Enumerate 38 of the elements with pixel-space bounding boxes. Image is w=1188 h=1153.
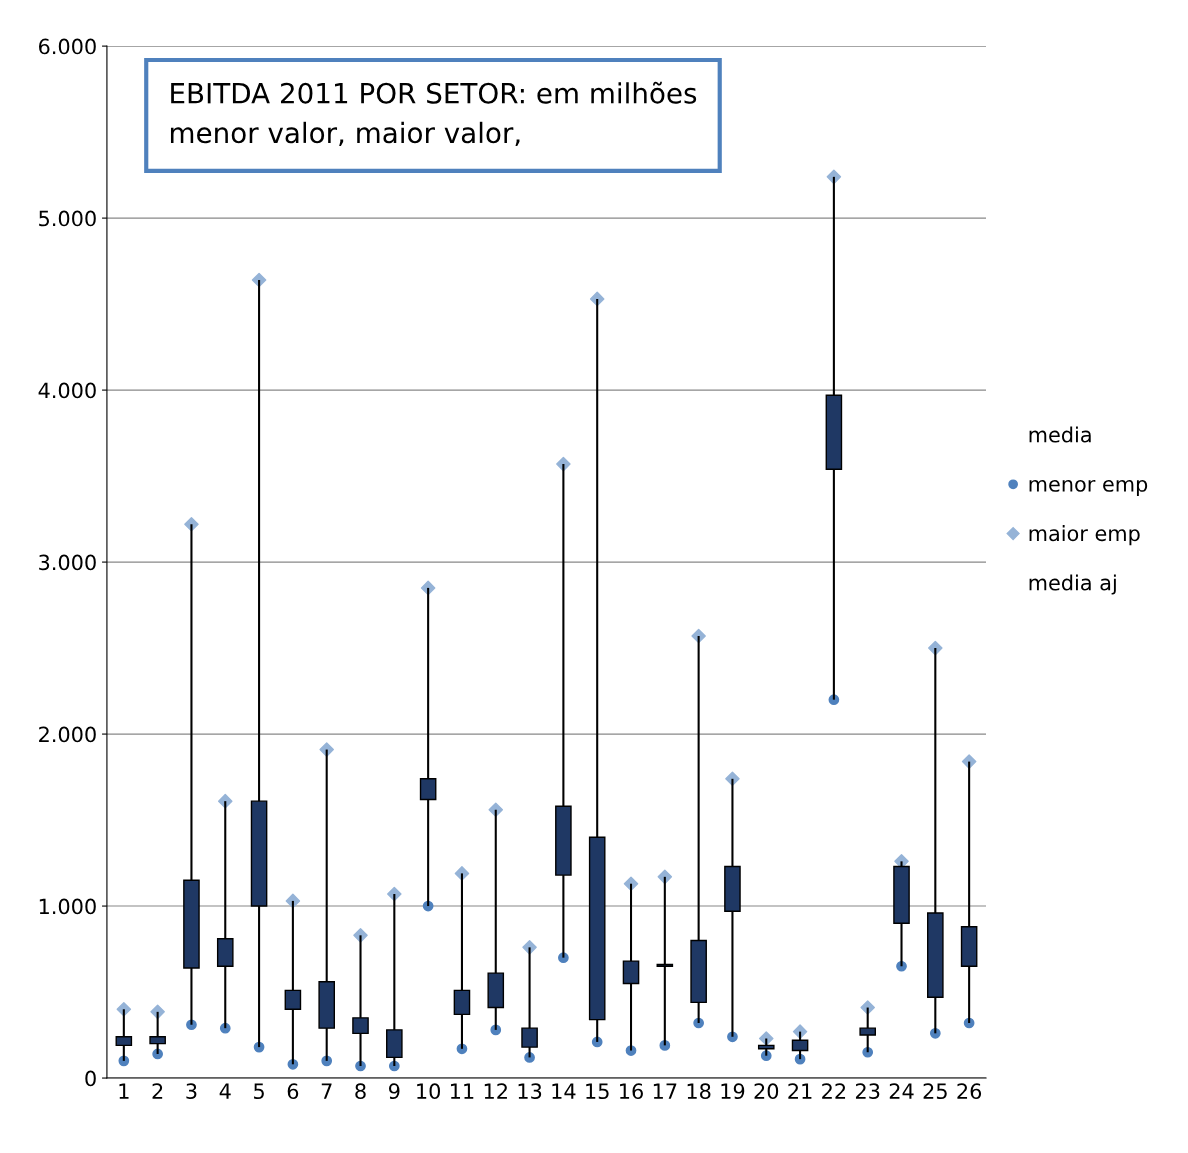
- y-tick-label: 1.000: [39, 898, 96, 915]
- x-tick-label: 22: [822, 1083, 846, 1099]
- x-tick-label: 9: [389, 1083, 400, 1100]
- x-tick-label: 26: [957, 1083, 982, 1100]
- x-tick-label: 2: [152, 1083, 163, 1099]
- x-tick-label: 12: [484, 1083, 507, 1099]
- x-tick-label: 7: [321, 1083, 332, 1099]
- x-tick-label: 24: [889, 1083, 914, 1099]
- text: media: [1029, 426, 1091, 443]
- x-tick-label: 15: [586, 1083, 609, 1100]
- y-tick-label: 0: [85, 1070, 96, 1087]
- legend-label: menor emp: [1029, 479, 1148, 496]
- x-tick-label: 1: [119, 1083, 129, 1099]
- x-tick-label: 19: [721, 1083, 745, 1100]
- x-tick-label: 16: [620, 1083, 643, 1100]
- legend-label: maior emp: [1029, 525, 1140, 546]
- x-tick-label: 11: [450, 1083, 474, 1099]
- x-tick-label: 14: [552, 1083, 576, 1099]
- x-tick-label: 20: [754, 1083, 779, 1100]
- y-tick-label: 5.000: [39, 210, 96, 227]
- x-tick-label: 21: [788, 1083, 812, 1099]
- x-tick-label: 23: [855, 1083, 880, 1100]
- x-tick-label: 18: [687, 1083, 711, 1100]
- x-tick-label: 5: [254, 1083, 264, 1100]
- x-tick-label: 3: [186, 1083, 197, 1100]
- text: EBITDA 2011 POR SETOR: em milhões menor valor, maior valor,: [170, 81, 697, 147]
- x-tick-label: 8: [355, 1083, 366, 1100]
- x-tick-label: 25: [923, 1083, 947, 1100]
- y-tick-label: 3.000: [39, 554, 96, 571]
- x-tick-label: 4: [219, 1083, 231, 1099]
- y-tick-label: 6.000: [39, 38, 96, 55]
- y-tick-label: 2.000: [39, 726, 96, 743]
- x-tick-label: 13: [518, 1083, 542, 1100]
- text: media aj: [1029, 574, 1116, 595]
- x-tick-label: 10: [417, 1083, 441, 1100]
- x-tick-label: 17: [653, 1083, 677, 1099]
- y-tick-label: 4.000: [38, 382, 96, 399]
- x-tick-label: 6: [287, 1083, 299, 1100]
